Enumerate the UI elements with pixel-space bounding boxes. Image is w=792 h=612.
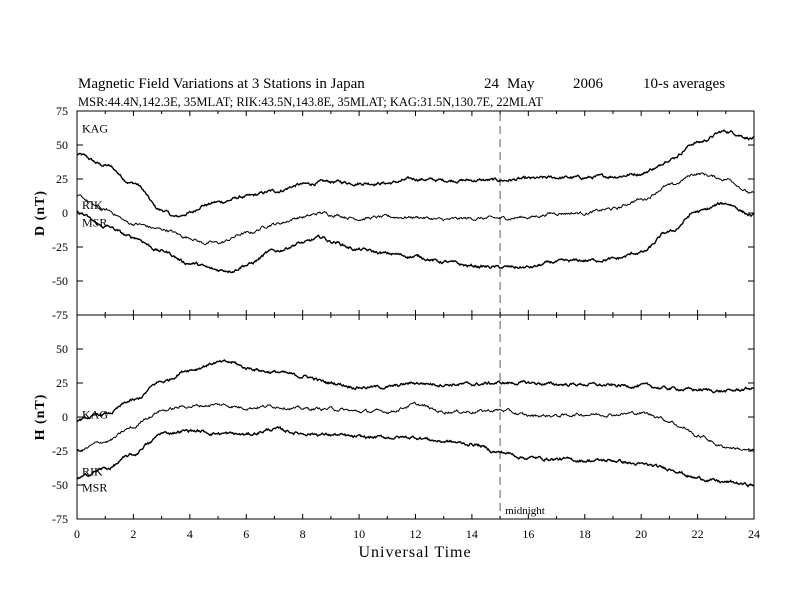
series-kag-d-line xyxy=(76,129,755,218)
station-label-kag: KAG xyxy=(82,407,108,421)
station-label-msr: MSR xyxy=(82,481,107,495)
y-tick-label: -25 xyxy=(52,444,68,458)
series-msr-d-line xyxy=(76,201,755,274)
y-tick-label: -75 xyxy=(52,512,68,526)
x-tick-label: 10 xyxy=(353,527,365,541)
y-tick-label: 25 xyxy=(56,172,68,186)
x-tick-label: 18 xyxy=(579,527,591,541)
x-tick-label: 24 xyxy=(748,527,760,541)
series-msr-h-line xyxy=(76,425,755,488)
midnight-label: midnight xyxy=(505,505,545,517)
y-tick-label: 0 xyxy=(62,206,68,220)
station-label-rik: RIK xyxy=(82,464,103,478)
date-month: May xyxy=(507,76,535,92)
date-year: 2006 xyxy=(573,76,604,92)
d-panel-frame xyxy=(76,110,755,316)
series-rik-h-line xyxy=(76,401,755,453)
h-axis-label: H (nT) xyxy=(33,394,48,441)
x-tick-label: 12 xyxy=(410,527,422,541)
x-tick-label: 22 xyxy=(692,527,704,541)
y-tick-label: 50 xyxy=(56,138,68,152)
y-tick-label: -50 xyxy=(52,274,68,288)
d-axis-label: D (nT) xyxy=(33,190,48,236)
x-tick-label: 6 xyxy=(243,527,249,541)
x-tick-label: 14 xyxy=(466,527,478,541)
y-tick-label: -50 xyxy=(52,478,68,492)
x-tick-label: 4 xyxy=(187,527,193,541)
station-label-msr: MSR xyxy=(82,216,107,230)
y-tick-label: -75 xyxy=(52,308,68,322)
x-tick-label: 16 xyxy=(522,527,534,541)
y-tick-label: -25 xyxy=(52,240,68,254)
averaging-note: 10-s averages xyxy=(643,76,725,92)
y-tick-label: 0 xyxy=(62,410,68,424)
x-tick-label: 2 xyxy=(130,527,136,541)
station-coordinates: MSR:44.4N,142.3E, 35MLAT; RIK:43.5N,143.… xyxy=(78,95,543,109)
h-panel-frame xyxy=(76,314,755,520)
station-label-kag: KAG xyxy=(82,122,108,136)
date-day: 24 xyxy=(484,76,500,92)
y-tick-label: 50 xyxy=(56,342,68,356)
y-tick-label: 25 xyxy=(56,376,68,390)
station-label-rik: RIK xyxy=(82,198,103,212)
chart-title: Magnetic Field Variations at 3 Stations … xyxy=(78,76,365,92)
x-axis-label: Universal Time xyxy=(358,544,471,561)
x-tick-label: 20 xyxy=(635,527,647,541)
x-tick-label: 0 xyxy=(74,527,80,541)
y-tick-label: 75 xyxy=(56,104,68,118)
series-rik-d-line xyxy=(76,172,755,246)
series-kag-h-line xyxy=(76,359,755,422)
x-tick-label: 8 xyxy=(300,527,306,541)
